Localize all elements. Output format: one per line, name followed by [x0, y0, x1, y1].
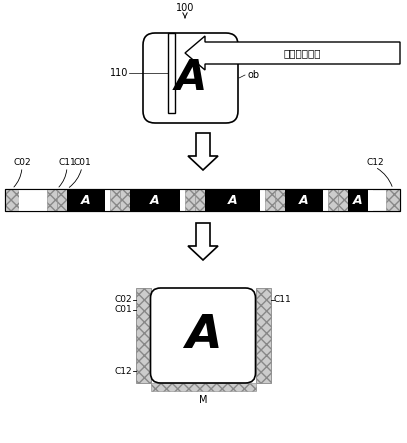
Bar	[151, 383, 256, 391]
Bar	[323, 189, 328, 211]
Bar	[386, 189, 400, 211]
Bar	[275, 189, 285, 211]
Bar	[5, 189, 400, 211]
Text: A: A	[353, 194, 363, 206]
Bar	[205, 189, 260, 211]
Text: A: A	[174, 57, 207, 99]
Bar	[256, 288, 271, 383]
Text: C12: C12	[366, 158, 384, 167]
Text: A: A	[81, 194, 91, 206]
Text: C12: C12	[115, 366, 133, 376]
Bar	[120, 189, 130, 211]
Bar	[19, 189, 47, 211]
Text: C11: C11	[274, 295, 291, 304]
Text: C02: C02	[13, 158, 31, 167]
Text: A: A	[150, 194, 160, 206]
Text: C01: C01	[115, 306, 133, 315]
Text: 110: 110	[109, 68, 128, 78]
Text: M: M	[199, 395, 207, 405]
Bar	[47, 189, 57, 211]
Bar	[328, 189, 338, 211]
Bar	[5, 189, 19, 211]
Text: C01: C01	[73, 158, 91, 167]
Bar	[67, 189, 105, 211]
Bar	[285, 189, 323, 211]
Bar	[57, 189, 67, 211]
Bar	[110, 189, 120, 211]
Bar	[338, 189, 348, 211]
Bar	[130, 189, 180, 211]
Bar	[368, 189, 373, 211]
Text: A: A	[228, 194, 237, 206]
Bar	[136, 288, 151, 383]
FancyBboxPatch shape	[151, 288, 256, 383]
Bar	[265, 189, 275, 211]
Text: 100: 100	[176, 3, 194, 13]
Text: ob: ob	[247, 70, 259, 80]
Polygon shape	[188, 133, 218, 170]
Text: C11: C11	[58, 158, 76, 167]
Text: C02: C02	[115, 295, 133, 304]
Bar	[105, 189, 110, 211]
Polygon shape	[188, 223, 218, 260]
Bar	[185, 189, 195, 211]
Text: A: A	[299, 194, 309, 206]
Bar	[180, 189, 185, 211]
Bar	[260, 189, 265, 211]
FancyBboxPatch shape	[143, 33, 238, 123]
Bar	[5, 189, 400, 211]
Polygon shape	[185, 36, 400, 70]
Text: A: A	[185, 313, 221, 358]
Bar	[348, 189, 368, 211]
Bar	[195, 189, 205, 211]
Text: 物体移动方向: 物体移动方向	[284, 48, 321, 58]
Bar	[168, 33, 175, 113]
